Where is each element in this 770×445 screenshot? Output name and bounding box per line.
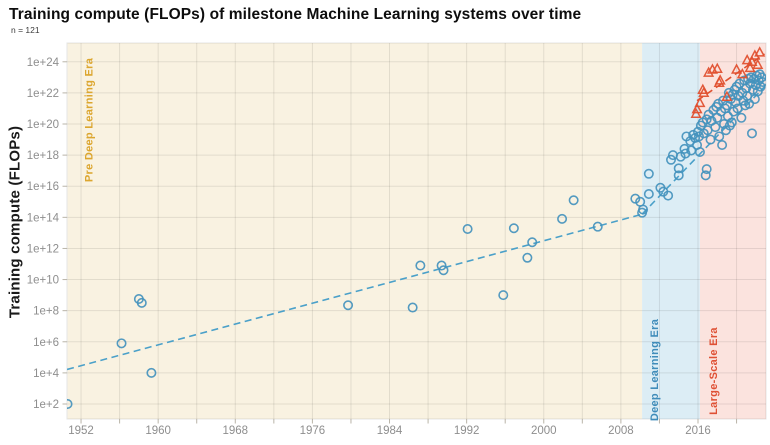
- data-point-triangle[interactable]: [744, 61, 756, 73]
- trend-line-large-scale-trend: [696, 53, 765, 102]
- data-point-circle[interactable]: [701, 164, 712, 175]
- data-point-circle[interactable]: [705, 134, 716, 145]
- y-axis-tick-label: 1e+24: [27, 57, 60, 69]
- data-point-circle[interactable]: [757, 77, 766, 88]
- x-axis-tick-label: 1968: [222, 425, 248, 437]
- data-point-circle[interactable]: [415, 260, 426, 271]
- data-point-circle[interactable]: [700, 170, 711, 181]
- data-point-triangle[interactable]: [691, 103, 703, 114]
- data-point-circle[interactable]: [343, 300, 354, 311]
- y-axis-tick-label: 1e+2: [33, 399, 59, 411]
- y-axis-tick-label: 1e+12: [27, 243, 59, 255]
- data-point-circle[interactable]: [666, 154, 677, 165]
- data-point-circle[interactable]: [557, 213, 568, 224]
- data-point-circle[interactable]: [498, 290, 509, 301]
- x-axis-tick-label: 1984: [377, 425, 403, 437]
- x-axis-tick-label: 2008: [608, 425, 634, 437]
- y-axis-tick-label: 1e+18: [27, 150, 59, 162]
- data-point-circle[interactable]: [436, 260, 447, 271]
- data-point-circle[interactable]: [527, 237, 538, 248]
- y-axis-tick-label: 1e+14: [27, 212, 60, 224]
- data-point-circle[interactable]: [692, 126, 703, 137]
- data-point-circle[interactable]: [731, 81, 742, 92]
- data-point-triangle[interactable]: [731, 63, 743, 74]
- data-point-circle[interactable]: [438, 265, 449, 276]
- data-point-triangle[interactable]: [711, 62, 723, 73]
- data-point-triangle[interactable]: [749, 49, 761, 60]
- trend-line-pre-deep-learning-trend: [67, 213, 643, 371]
- data-point-triangle[interactable]: [746, 55, 758, 66]
- y-axis-tick-label: 1e+4: [33, 368, 60, 380]
- series-large-scale-systems: [690, 46, 766, 119]
- data-point-circle[interactable]: [136, 297, 147, 308]
- gridlines: [67, 43, 766, 419]
- y-axis-tick-label: 1e+8: [33, 306, 59, 318]
- data-point-circle[interactable]: [726, 117, 737, 128]
- chart-title: Training compute (FLOPs) of milestone Ma…: [9, 6, 582, 23]
- data-point-circle[interactable]: [710, 122, 721, 133]
- data-point-circle[interactable]: [462, 224, 473, 235]
- x-axis-tick-label: 1960: [145, 425, 171, 437]
- data-point-triangle[interactable]: [721, 90, 733, 101]
- data-point-circle[interactable]: [714, 131, 725, 142]
- era-region-pre-deep-learning: [67, 43, 643, 419]
- data-point-triangle[interactable]: [703, 66, 715, 77]
- tick-marks: [62, 61, 738, 424]
- y-axis-tick-label: 1e+6: [33, 337, 59, 349]
- y-axis-tick-label: 1e+16: [27, 181, 59, 193]
- data-point-circle[interactable]: [756, 72, 766, 83]
- data-point-circle[interactable]: [146, 367, 157, 378]
- data-point-circle[interactable]: [592, 221, 603, 232]
- data-point-circle[interactable]: [736, 112, 747, 123]
- x-axis-tick-label: 2016: [685, 425, 711, 437]
- data-point-circle[interactable]: [673, 170, 684, 181]
- series-milestone-systems: [63, 69, 766, 409]
- x-axis-tick-label: 1976: [300, 425, 326, 437]
- data-point-circle[interactable]: [694, 147, 705, 158]
- data-point-circle[interactable]: [701, 114, 712, 125]
- x-axis-tick-label: 1952: [68, 425, 94, 437]
- data-point-circle[interactable]: [522, 252, 533, 263]
- data-point-triangle[interactable]: [698, 86, 710, 98]
- era-label-large-scale: Large-Scale Era: [708, 327, 720, 415]
- data-point-circle[interactable]: [679, 143, 690, 154]
- plot-border: [66, 42, 767, 420]
- data-point-circle[interactable]: [680, 148, 691, 159]
- data-point-circle[interactable]: [717, 140, 728, 151]
- x-axis-tick-label: 2000: [531, 425, 557, 437]
- data-point-circle[interactable]: [746, 128, 757, 139]
- era-region-deep-learning: [642, 43, 700, 419]
- data-point-triangle[interactable]: [736, 68, 748, 79]
- data-point-circle[interactable]: [116, 338, 127, 349]
- data-point-circle[interactable]: [663, 190, 674, 201]
- era-label-deep-learning: Deep Learning Era: [649, 318, 661, 421]
- x-axis-tick-label: 1992: [454, 425, 480, 437]
- data-point-triangle[interactable]: [694, 96, 706, 108]
- data-point-circle[interactable]: [755, 81, 766, 92]
- data-point-circle[interactable]: [643, 168, 654, 179]
- y-axis-tick-label: 1e+10: [27, 275, 59, 287]
- data-point-triangle[interactable]: [752, 58, 764, 70]
- data-point-circle[interactable]: [508, 223, 519, 234]
- data-point-circle[interactable]: [407, 302, 418, 313]
- data-point-triangle[interactable]: [741, 54, 753, 65]
- data-point-circle[interactable]: [568, 195, 579, 206]
- trend-line-deep-learning-trend: [641, 86, 766, 215]
- era-label-pre-deep-learning: Pre Deep Learning Era: [84, 57, 96, 182]
- data-point-circle[interactable]: [643, 189, 654, 200]
- sample-size-label: n = 121: [11, 25, 40, 35]
- data-point-triangle[interactable]: [754, 46, 766, 57]
- data-point-circle[interactable]: [673, 163, 684, 174]
- data-point-circle[interactable]: [638, 204, 649, 215]
- data-point-circle[interactable]: [63, 399, 73, 409]
- y-axis-tick-label: 1e+22: [27, 88, 59, 100]
- y-axis-tick-label: 1e+20: [27, 119, 59, 131]
- data-point-triangle[interactable]: [714, 74, 726, 85]
